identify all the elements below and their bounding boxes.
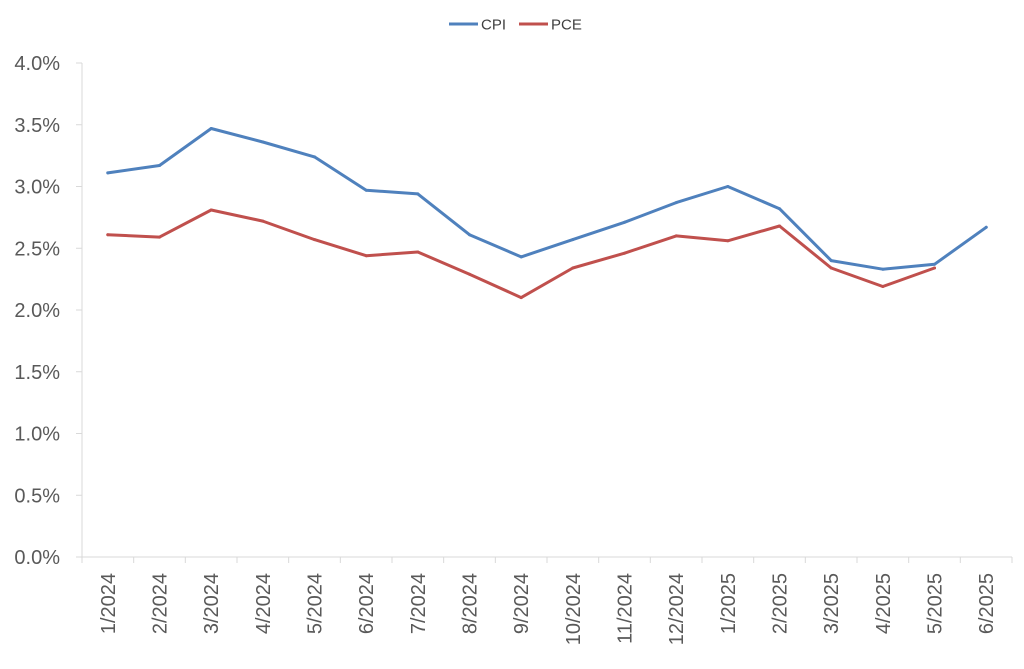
x-tick-label: 5/2025	[925, 573, 947, 634]
data-point-cpi	[158, 164, 161, 167]
x-tick-label: 6/2025	[976, 573, 998, 634]
x-tick-label: 2/2025	[770, 573, 792, 634]
data-point-cpi	[106, 171, 110, 175]
data-point-cpi	[984, 225, 988, 229]
legend-label: PCE	[551, 17, 582, 34]
x-tick-label: 7/2024	[408, 573, 430, 634]
x-tick-label: 3/2024	[201, 573, 223, 634]
y-tick-label: 3.0%	[14, 177, 60, 199]
data-point-cpi	[778, 207, 781, 211]
data-point-pce	[468, 272, 471, 276]
y-tick-label: 2.5%	[14, 238, 60, 260]
y-tick-label: 2.0%	[14, 300, 60, 322]
data-point-pce	[519, 296, 523, 300]
data-point-pce	[313, 238, 316, 242]
y-tick-label: 1.5%	[14, 362, 60, 384]
y-axis: 0.0% 0.5% 1.0% 1.5% 2.0% 2.5% 3.0% 3.5% 4.0%	[14, 53, 83, 569]
data-point-pce	[674, 234, 678, 238]
series-layer	[106, 127, 988, 300]
data-point-cpi	[468, 233, 471, 237]
x-tick-label: 1/2025	[718, 573, 740, 634]
x-tick-label: 11/2024	[615, 573, 637, 644]
x-tick-label: 12/2024	[666, 573, 688, 645]
legend-item-pce: PCE	[519, 17, 582, 34]
data-point-cpi	[209, 127, 213, 130]
data-point-pce	[364, 254, 368, 258]
x-tick-label: 10/2024	[563, 573, 585, 645]
data-point-pce	[778, 224, 781, 228]
data-point-pce	[623, 251, 626, 255]
x-tick-label: 5/2024	[305, 573, 327, 634]
data-point-pce	[571, 266, 575, 270]
data-point-cpi	[674, 201, 678, 205]
data-point-cpi	[519, 255, 523, 259]
x-tick-label: 2/2024	[150, 573, 172, 634]
data-point-cpi	[416, 192, 420, 196]
data-point-pce	[106, 233, 110, 237]
data-point-cpi	[881, 267, 885, 271]
data-point-pce	[933, 266, 936, 270]
y-tick-label: 0.0%	[14, 547, 60, 569]
y-tick-label: 1.0%	[14, 424, 60, 446]
y-tick-label: 4.0%	[14, 53, 60, 75]
x-tick-label: 9/2024	[511, 573, 533, 634]
data-point-pce	[829, 266, 833, 270]
x-tick-label: 1/2024	[98, 573, 120, 634]
data-point-cpi	[364, 188, 368, 192]
data-point-cpi	[571, 238, 575, 242]
y-tick-label: 3.5%	[14, 115, 60, 137]
data-point-cpi	[726, 185, 730, 188]
data-point-pce	[261, 219, 265, 223]
data-point-cpi	[313, 155, 316, 159]
legend-item-cpi: CPI	[449, 17, 506, 34]
x-axis: 1/2024 2/2024 3/2024 4/2024 5/2024 6/2024 7/20…	[81, 556, 1013, 645]
x-tick-label: 8/2024	[460, 573, 482, 634]
series-cpi	[106, 127, 988, 271]
data-point-cpi	[829, 259, 833, 263]
data-point-cpi	[933, 262, 936, 266]
data-point-pce	[416, 250, 420, 254]
x-tick-label: 6/2024	[356, 573, 378, 634]
data-point-cpi	[623, 220, 626, 224]
x-tick-label: 4/2024	[253, 573, 275, 634]
chart-legend: CPI PCE	[449, 17, 582, 34]
series-line-pce	[106, 208, 936, 300]
series-line-cpi	[106, 127, 988, 271]
data-point-pce	[881, 285, 885, 288]
data-point-pce	[209, 208, 213, 212]
y-tick-label: 0.5%	[14, 485, 60, 507]
x-tick-label: 4/2025	[873, 573, 895, 634]
legend-label: CPI	[481, 17, 506, 34]
data-point-pce	[158, 235, 161, 239]
x-tick-label: 3/2025	[821, 573, 843, 634]
series-pce	[106, 208, 936, 300]
data-point-cpi	[261, 140, 265, 144]
data-point-pce	[726, 239, 730, 243]
